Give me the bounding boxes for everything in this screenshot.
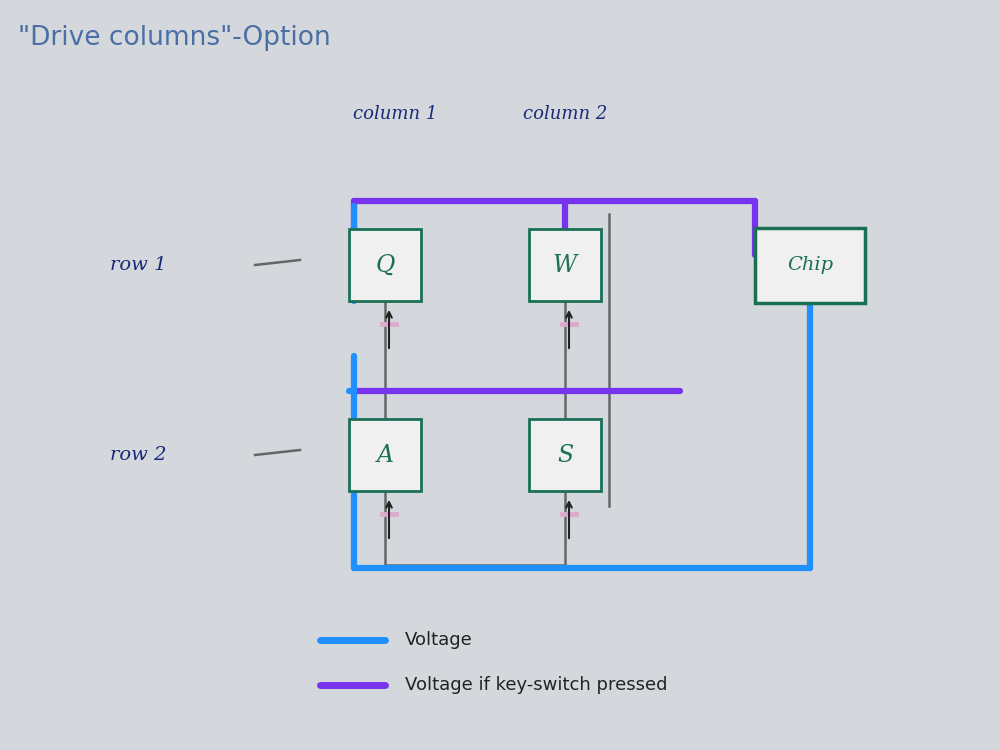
Text: Voltage: Voltage — [405, 631, 473, 649]
Text: W: W — [553, 254, 577, 277]
Text: S: S — [557, 443, 573, 466]
Text: row 2: row 2 — [110, 446, 166, 464]
Text: "Drive columns"-Option: "Drive columns"-Option — [18, 25, 331, 51]
Text: column 1: column 1 — [353, 105, 437, 123]
Text: Voltage if key-switch pressed: Voltage if key-switch pressed — [405, 676, 668, 694]
Text: column 2: column 2 — [523, 105, 607, 123]
Bar — [755, 227, 865, 302]
Bar — [529, 419, 601, 491]
Bar — [349, 229, 421, 301]
Text: Chip: Chip — [787, 256, 833, 274]
Text: row 1: row 1 — [110, 256, 166, 274]
Text: A: A — [376, 443, 394, 466]
Bar — [349, 419, 421, 491]
Bar — [529, 229, 601, 301]
Text: Q: Q — [375, 254, 395, 277]
